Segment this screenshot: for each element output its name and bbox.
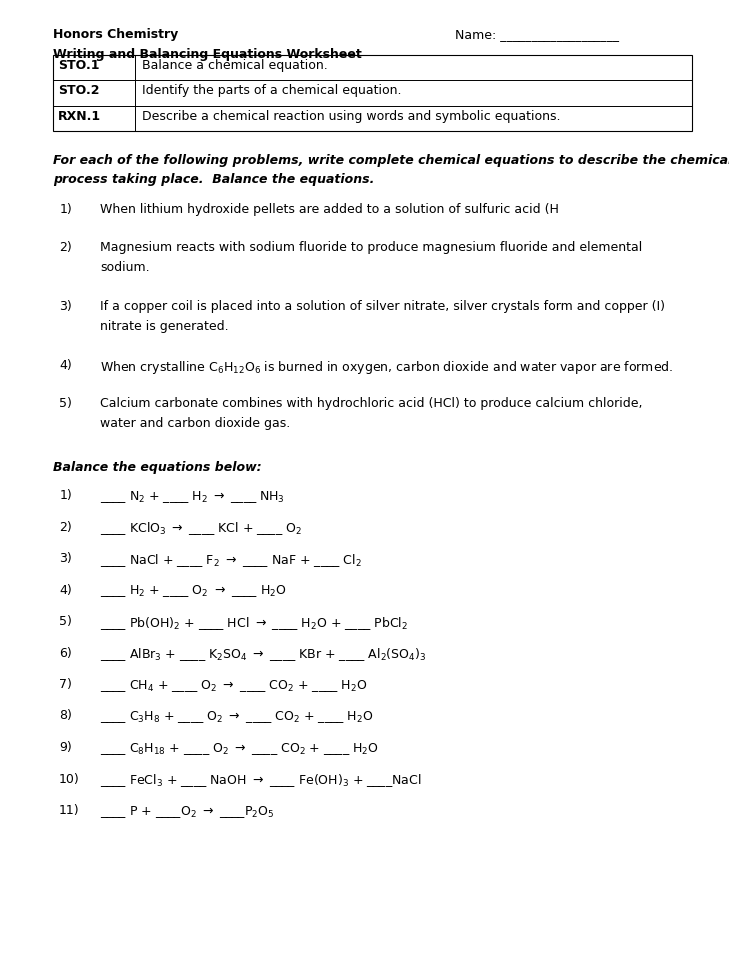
Text: STO.1: STO.1	[58, 59, 99, 72]
Text: Balance a chemical equation.: Balance a chemical equation.	[142, 59, 328, 72]
Text: Identify the parts of a chemical equation.: Identify the parts of a chemical equatio…	[142, 85, 402, 97]
Text: ____ NaCl + ____ F$_2$ $\rightarrow$ ____ NaF + ____ Cl$_2$: ____ NaCl + ____ F$_2$ $\rightarrow$ ___…	[100, 552, 362, 569]
Text: ____ FeCl$_3$ + ____ NaOH $\rightarrow$ ____ Fe(OH)$_3$ + ____NaCl: ____ FeCl$_3$ + ____ NaOH $\rightarrow$ …	[100, 773, 421, 789]
Text: ____ C$_3$H$_8$ + ____ O$_2$ $\rightarrow$ ____ CO$_2$ + ____ H$_2$O: ____ C$_3$H$_8$ + ____ O$_2$ $\rightarro…	[100, 710, 373, 725]
Text: 2): 2)	[59, 520, 72, 534]
Text: ____ CH$_4$ + ____ O$_2$ $\rightarrow$ ____ CO$_2$ + ____ H$_2$O: ____ CH$_4$ + ____ O$_2$ $\rightarrow$ _…	[100, 678, 367, 694]
Text: nitrate is generated.: nitrate is generated.	[100, 320, 229, 332]
Text: STO.2: STO.2	[58, 85, 99, 97]
Text: For each of the following problems, write complete chemical equations to describ: For each of the following problems, writ…	[53, 154, 729, 166]
Text: Describe a chemical reaction using words and symbolic equations.: Describe a chemical reaction using words…	[142, 110, 561, 123]
Text: Calcium carbonate combines with hydrochloric acid (HCl) to produce calcium chlor: Calcium carbonate combines with hydrochl…	[100, 398, 642, 410]
Text: 6): 6)	[59, 646, 72, 659]
Text: 1): 1)	[59, 202, 72, 216]
Text: process taking place.  Balance the equations.: process taking place. Balance the equati…	[53, 173, 375, 186]
Text: If a copper coil is placed into a solution of silver nitrate, silver crystals fo: If a copper coil is placed into a soluti…	[100, 300, 665, 313]
Text: ____ N$_2$ + ____ H$_2$ $\rightarrow$ ____ NH$_3$: ____ N$_2$ + ____ H$_2$ $\rightarrow$ __…	[100, 489, 285, 504]
Text: water and carbon dioxide gas.: water and carbon dioxide gas.	[100, 417, 290, 430]
Text: 11): 11)	[58, 804, 79, 817]
Text: 4): 4)	[59, 359, 72, 371]
Text: 2): 2)	[59, 241, 72, 255]
Text: ____ C$_8$H$_{18}$ + ____ O$_2$ $\rightarrow$ ____ CO$_2$ + ____ H$_2$O: ____ C$_8$H$_{18}$ + ____ O$_2$ $\righta…	[100, 741, 379, 757]
Text: sodium.: sodium.	[100, 261, 149, 274]
Text: ____ Pb(OH)$_2$ + ____ HCl $\rightarrow$ ____ H$_2$O + ____ PbCl$_2$: ____ Pb(OH)$_2$ + ____ HCl $\rightarrow$…	[100, 615, 408, 632]
Text: 1): 1)	[59, 489, 72, 502]
Text: 5): 5)	[59, 398, 72, 410]
Text: Writing and Balancing Equations Worksheet: Writing and Balancing Equations Workshee…	[53, 48, 362, 61]
Text: 7): 7)	[59, 678, 72, 691]
Text: Honors Chemistry: Honors Chemistry	[53, 28, 179, 41]
Text: 9): 9)	[59, 741, 72, 754]
Text: 10): 10)	[58, 773, 79, 785]
Text: 4): 4)	[59, 583, 72, 597]
Text: Balance the equations below:: Balance the equations below:	[53, 461, 262, 474]
Text: ____ AlBr$_3$ + ____ K$_2$SO$_4$ $\rightarrow$ ____ KBr + ____ Al$_2$(SO$_4$)$_3: ____ AlBr$_3$ + ____ K$_2$SO$_4$ $\right…	[100, 646, 426, 664]
Text: 8): 8)	[59, 710, 72, 722]
Text: 5): 5)	[59, 615, 72, 628]
Text: ____ P + ____O$_2$ $\rightarrow$ ____P$_2$O$_5$: ____ P + ____O$_2$ $\rightarrow$ ____P$_…	[100, 804, 275, 820]
Bar	[53, 55, 692, 131]
Text: When lithium hydroxide pellets are added to a solution of sulfuric acid (H: When lithium hydroxide pellets are added…	[100, 202, 559, 216]
Text: RXN.1: RXN.1	[58, 110, 101, 123]
Text: 3): 3)	[59, 552, 72, 565]
Text: 3): 3)	[59, 300, 72, 313]
Text: ____ H$_2$ + ____ O$_2$ $\rightarrow$ ____ H$_2$O: ____ H$_2$ + ____ O$_2$ $\rightarrow$ __…	[100, 583, 286, 600]
Text: When crystalline C$_6$H$_{12}$O$_6$ is burned in oxygen, carbon dioxide and wate: When crystalline C$_6$H$_{12}$O$_6$ is b…	[100, 359, 674, 375]
Text: Magnesium reacts with sodium fluoride to produce magnesium fluoride and elementa: Magnesium reacts with sodium fluoride to…	[100, 241, 642, 255]
Text: ____ KClO$_3$ $\rightarrow$ ____ KCl + ____ O$_2$: ____ KClO$_3$ $\rightarrow$ ____ KCl + _…	[100, 520, 302, 538]
Text: Name: ___________________: Name: ___________________	[455, 28, 619, 41]
